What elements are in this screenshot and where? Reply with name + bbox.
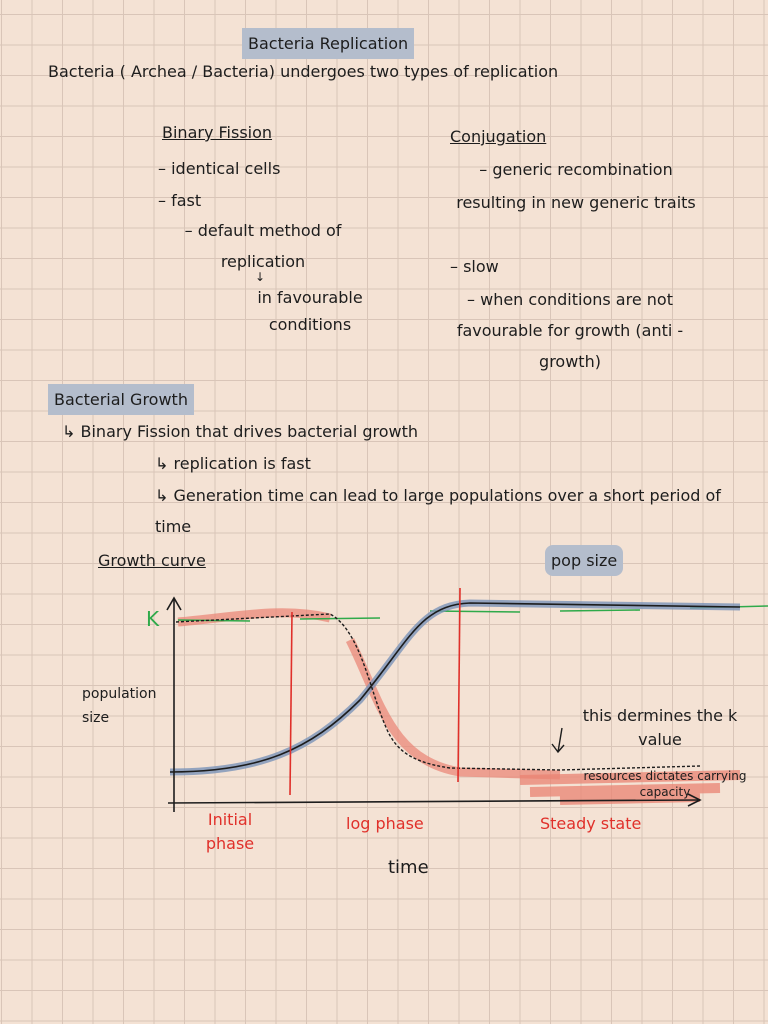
graph-heading: Growth curve [98,551,206,570]
phase-label: Steady state [540,814,642,833]
list-item: – default method of replication [184,221,342,271]
item-text: when conditions are not favourable for g… [456,290,684,371]
x-axis [167,799,701,804]
highlight: pop size [545,545,624,576]
phase-divider [457,587,461,783]
note: in favourable conditions [257,288,363,334]
list-item: – generic recombination resulting in new… [456,160,696,212]
item-text: default method of replication [197,221,342,271]
annotation: this dermines the k value [582,706,738,749]
item-text: generic recombination resulting in new g… [456,160,696,212]
bullet: ↳ Generation time can lead to large popu… [155,486,721,536]
intro: Bacteria ( Archea / Bacteria) undergoes … [48,62,559,81]
section-heading: Bacterial Growth [48,384,194,415]
annotation-arrow [551,727,565,754]
decline-curve [175,613,701,771]
bullet-text: Generation time can lead to large popula… [155,486,721,536]
column-heading: Binary Fission [162,123,273,142]
item-text: identical cells [171,159,281,178]
item-text: slow [463,257,499,276]
list-item: – fast [158,191,202,210]
item-text: fast [171,191,202,210]
list-item: – when conditions are not favourable for… [456,290,684,371]
bullet-text: Binary Fission that drives bacterial gro… [80,422,419,441]
column-heading: Conjugation [450,127,547,146]
phase-divider [289,611,293,796]
bullet: ↳ replication is fast [155,454,311,473]
annotation: resources dictates carrying capacity [583,769,747,799]
list-item: – identical cells [158,159,281,178]
highlight-stroke [519,770,741,805]
axis-arrow [166,596,182,611]
y-axis-label: population size [82,686,157,726]
x-axis-label: time [388,857,429,878]
highlight-stroke [345,637,561,780]
k-line [177,605,768,622]
bullet: ↳ Binary Fission that drives bacterial g… [62,422,419,441]
arrow: ↓ [255,270,266,284]
bullet-text: replication is fast [173,454,311,473]
phase-label: log phase [346,814,424,833]
phase-text: Initial phase [205,810,255,853]
axis-arrow [687,793,702,807]
title: Bacteria Replication [242,28,415,59]
list-item: – slow [450,257,499,276]
growth-curve [169,602,741,773]
phase-label: Initial phase [190,808,270,856]
k-label: K [146,607,160,631]
